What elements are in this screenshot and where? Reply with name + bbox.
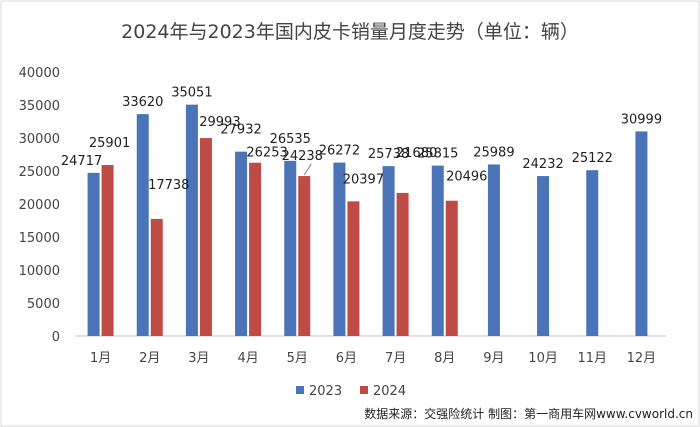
label-leader-line [303, 163, 312, 176]
bar-2023 [235, 151, 248, 336]
source-note: 数据来源：交强险统计 制图：第一商用车网www.cvworld.cn [364, 406, 693, 421]
bar-2024 [101, 165, 114, 336]
bar-2023 [185, 104, 198, 337]
legend-label-2023: 2023 [309, 384, 342, 399]
bar-2024 [396, 192, 409, 336]
legend-label-2024: 2024 [373, 384, 406, 399]
y-tick-label: 0 [52, 330, 60, 345]
data-label-2023: 26535 [270, 132, 311, 147]
x-tick-label: 2月 [139, 351, 160, 366]
data-label-2023: 27932 [220, 123, 261, 138]
data-label-2023: 30999 [621, 112, 662, 127]
chart-title: 2024年与2023年国内皮卡销量月度走势（单位：辆） [121, 21, 579, 43]
data-label-2024: 20397 [343, 172, 384, 187]
x-tick-label: 5月 [287, 351, 308, 366]
legend: 2023 2024 [296, 384, 406, 399]
data-label-2023: 24717 [61, 154, 102, 169]
bar-2024 [249, 162, 262, 336]
bar-2023 [382, 166, 395, 336]
data-label-2023: 25122 [572, 151, 613, 166]
x-tick-label: 3月 [188, 351, 209, 366]
bar-2023 [487, 164, 500, 336]
y-tick-label: 10000 [19, 264, 60, 279]
y-tick-label: 25000 [19, 165, 60, 180]
legend-swatch-2023 [296, 386, 304, 394]
bar-2024 [199, 138, 212, 336]
x-tick-label: 8月 [434, 351, 455, 366]
data-label-2023: 35051 [171, 86, 212, 101]
bar-2023 [586, 170, 599, 336]
x-tick-label: 6月 [336, 351, 357, 366]
x-tick-label: 11月 [577, 351, 607, 366]
bars-layer [87, 104, 648, 337]
data-label-2024: 25901 [89, 136, 130, 151]
data-label-2023: 26272 [319, 144, 360, 159]
bar-2024 [445, 200, 458, 336]
bar-2023 [537, 176, 550, 336]
data-label-2023: 25989 [473, 145, 514, 160]
data-label-2024: 26253 [246, 146, 287, 161]
bar-2024 [298, 176, 311, 336]
bar-2023 [431, 165, 444, 336]
data-label-2023: 25815 [417, 147, 458, 162]
x-tick-label: 1月 [90, 351, 111, 366]
bar-2023 [136, 114, 149, 336]
data-label-2024: 20496 [446, 170, 487, 185]
x-tick-label: 7月 [385, 351, 406, 366]
y-tick-label: 35000 [19, 99, 60, 114]
axis-layer: 0 5000 10000 15000 20000 25000 30000 35000 40000… [19, 66, 666, 366]
x-tick-label: 4月 [237, 351, 258, 366]
y-tick-label: 5000 [27, 297, 60, 312]
data-label-2023: 24232 [522, 157, 563, 172]
bar-2023 [635, 131, 648, 336]
data-label-2023: 25738 [368, 147, 409, 162]
y-tick-label: 15000 [19, 231, 60, 246]
x-tick-label: 12月 [627, 351, 657, 366]
y-tick-label: 20000 [19, 198, 60, 213]
bar-2024 [347, 201, 360, 336]
data-label-2024: 29993 [199, 115, 240, 130]
bar-2023 [87, 172, 100, 336]
y-tick-label: 40000 [19, 66, 60, 81]
x-tick-label: 9月 [483, 351, 504, 366]
data-label-2023: 33620 [122, 95, 163, 110]
bar-2023 [284, 160, 297, 336]
data-label-2024: 17738 [148, 178, 189, 193]
data-label-2024: 24238 [282, 149, 323, 164]
bar-2024 [150, 218, 163, 336]
x-tick-label: 10月 [528, 351, 558, 366]
data-label-2024: 21680 [396, 146, 437, 161]
y-tick-label: 30000 [19, 132, 60, 147]
bar-2023 [333, 162, 346, 336]
legend-swatch-2024 [360, 386, 368, 394]
